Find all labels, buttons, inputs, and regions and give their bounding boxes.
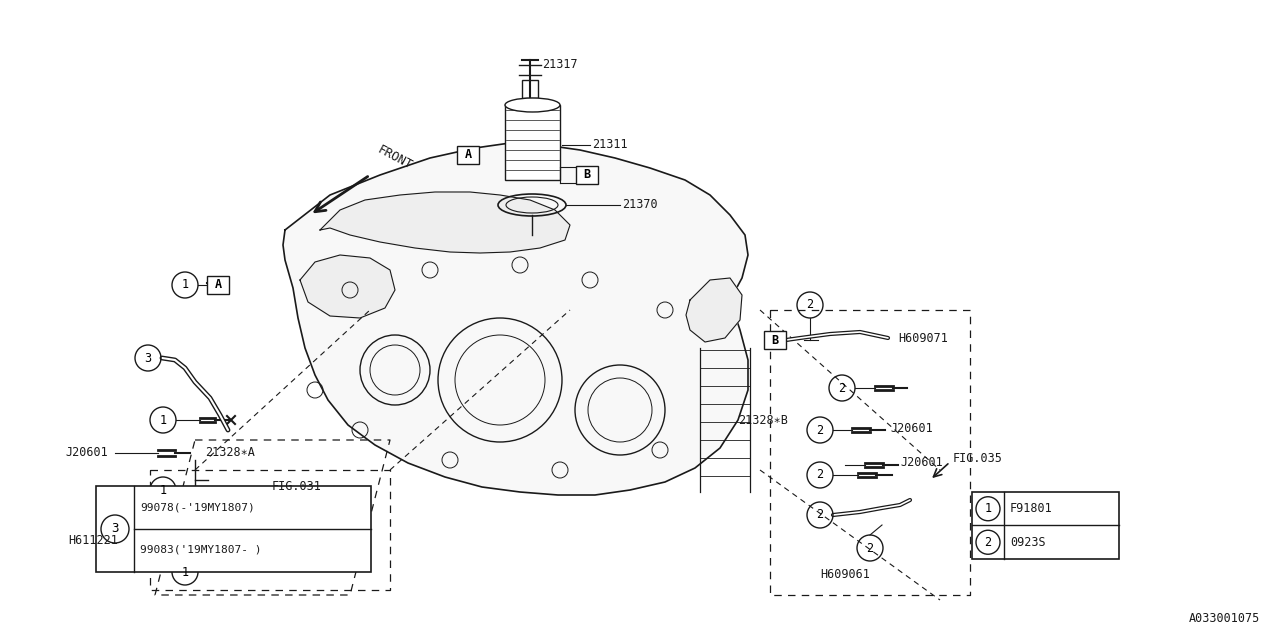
Text: 2: 2: [817, 468, 823, 481]
Ellipse shape: [506, 98, 561, 112]
Text: 21370: 21370: [622, 198, 658, 211]
Bar: [457, 146, 479, 164]
Text: 1: 1: [160, 483, 166, 497]
Text: 2: 2: [838, 381, 846, 394]
Text: 1: 1: [182, 566, 188, 579]
Text: H611221: H611221: [68, 534, 118, 547]
Text: 1: 1: [984, 502, 992, 515]
Text: 21311: 21311: [591, 138, 627, 152]
Polygon shape: [300, 255, 396, 318]
Text: 2: 2: [984, 536, 992, 548]
Bar: [522, 80, 538, 98]
Text: 3: 3: [111, 522, 119, 536]
Text: B: B: [584, 168, 590, 182]
Text: 2: 2: [867, 541, 873, 554]
Bar: [972, 492, 1119, 559]
Text: 21328∗A: 21328∗A: [205, 447, 255, 460]
Text: H609061: H609061: [820, 568, 870, 582]
Text: 2: 2: [817, 424, 823, 436]
Text: A: A: [465, 148, 471, 161]
Polygon shape: [283, 143, 748, 495]
Text: 21317: 21317: [541, 58, 577, 72]
Text: B: B: [772, 333, 778, 346]
Bar: [207, 276, 229, 294]
Text: FRONT: FRONT: [375, 143, 415, 172]
Bar: [96, 486, 371, 572]
Text: 0923S: 0923S: [1010, 536, 1046, 548]
Text: 1: 1: [160, 413, 166, 426]
Text: 99078(-'19MY1807): 99078(-'19MY1807): [140, 502, 255, 512]
Text: H609071: H609071: [899, 332, 948, 344]
Text: A: A: [215, 278, 221, 291]
Text: 2: 2: [806, 298, 814, 312]
Text: J20601: J20601: [900, 456, 943, 470]
Text: FIG.031: FIG.031: [273, 481, 321, 493]
Text: 1: 1: [182, 278, 188, 291]
Text: 2: 2: [817, 509, 823, 522]
Polygon shape: [320, 192, 570, 253]
Text: 99083('19MY1807- ): 99083('19MY1807- ): [140, 545, 261, 555]
Text: J20601: J20601: [890, 422, 933, 435]
Bar: [576, 166, 598, 184]
Text: J20601: J20601: [65, 447, 108, 460]
Text: FIG.035: FIG.035: [954, 451, 1002, 465]
Text: 21328∗B: 21328∗B: [739, 413, 788, 426]
Text: F91801: F91801: [1010, 502, 1052, 515]
Polygon shape: [686, 278, 742, 342]
Text: 3: 3: [145, 351, 151, 365]
Text: A033001075: A033001075: [1189, 612, 1260, 625]
Bar: [506, 105, 561, 180]
Bar: [764, 331, 786, 349]
